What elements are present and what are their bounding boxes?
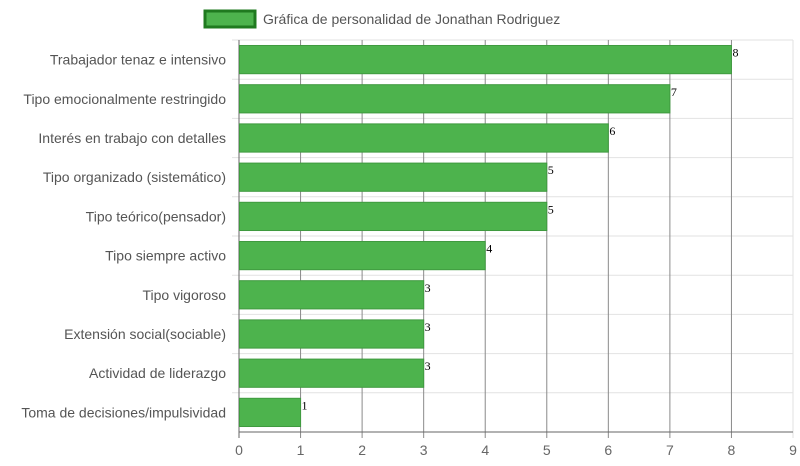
bar[interactable]	[239, 358, 425, 388]
category-label: Tipo vigoroso	[142, 287, 226, 303]
x-tick-label: 2	[358, 442, 366, 458]
data-label: 3	[425, 359, 431, 373]
data-label: 8	[732, 46, 738, 60]
data-label: 5	[548, 202, 554, 216]
bar[interactable]	[239, 44, 732, 75]
bar[interactable]	[239, 319, 425, 349]
x-axis-tick-labels: 0 1 2 3 4 5 6 7 8 9	[235, 442, 797, 458]
data-label: 5	[548, 163, 554, 177]
x-tick-label: 9	[789, 442, 797, 458]
data-label: 7	[671, 85, 677, 99]
x-tick-label: 8	[728, 442, 736, 458]
x-tick-label: 4	[481, 442, 489, 458]
x-tick-label: 5	[543, 442, 551, 458]
bar[interactable]	[239, 280, 425, 310]
x-tick-label: 1	[297, 442, 305, 458]
bars	[239, 44, 732, 428]
category-label: Interés en trabajo con detalles	[38, 130, 226, 146]
category-label: Trabajador tenaz e intensivo	[50, 52, 226, 68]
x-tick-label: 3	[420, 442, 428, 458]
category-label: Actividad de liderazgo	[89, 365, 226, 381]
x-tick-label: 6	[604, 442, 612, 458]
legend-swatch	[203, 9, 257, 29]
data-labels: 8 7 6 5 5 4 3 3 3 1	[302, 46, 739, 413]
bar[interactable]	[239, 162, 548, 192]
category-label: Tipo siempre activo	[105, 248, 226, 264]
legend-label: Gráfica de personalidad de Jonathan Rodr…	[263, 11, 560, 27]
bar[interactable]	[239, 397, 302, 428]
bar[interactable]	[239, 240, 486, 271]
bar[interactable]	[239, 84, 671, 114]
data-label: 1	[302, 398, 308, 412]
x-tick-label: 0	[235, 442, 243, 458]
category-label: Tipo emocionalmente restringido	[23, 91, 226, 107]
bar[interactable]	[239, 123, 609, 153]
data-label: 3	[425, 320, 431, 334]
bar[interactable]	[239, 201, 548, 232]
category-label: Toma de decisiones/impulsividad	[21, 404, 226, 420]
x-tick-label: 7	[666, 442, 674, 458]
data-label: 6	[609, 124, 615, 138]
category-label: Extensión social(sociable)	[64, 326, 226, 342]
category-labels: Trabajador tenaz e intensivo Tipo emocion…	[21, 52, 226, 421]
data-label: 3	[425, 281, 431, 295]
category-label: Tipo organizado (sistemático)	[43, 169, 226, 185]
legend[interactable]: Gráfica de personalidad de Jonathan Rodr…	[203, 9, 560, 29]
data-label: 4	[486, 242, 492, 256]
category-label: Tipo teórico(pensador)	[86, 208, 226, 224]
